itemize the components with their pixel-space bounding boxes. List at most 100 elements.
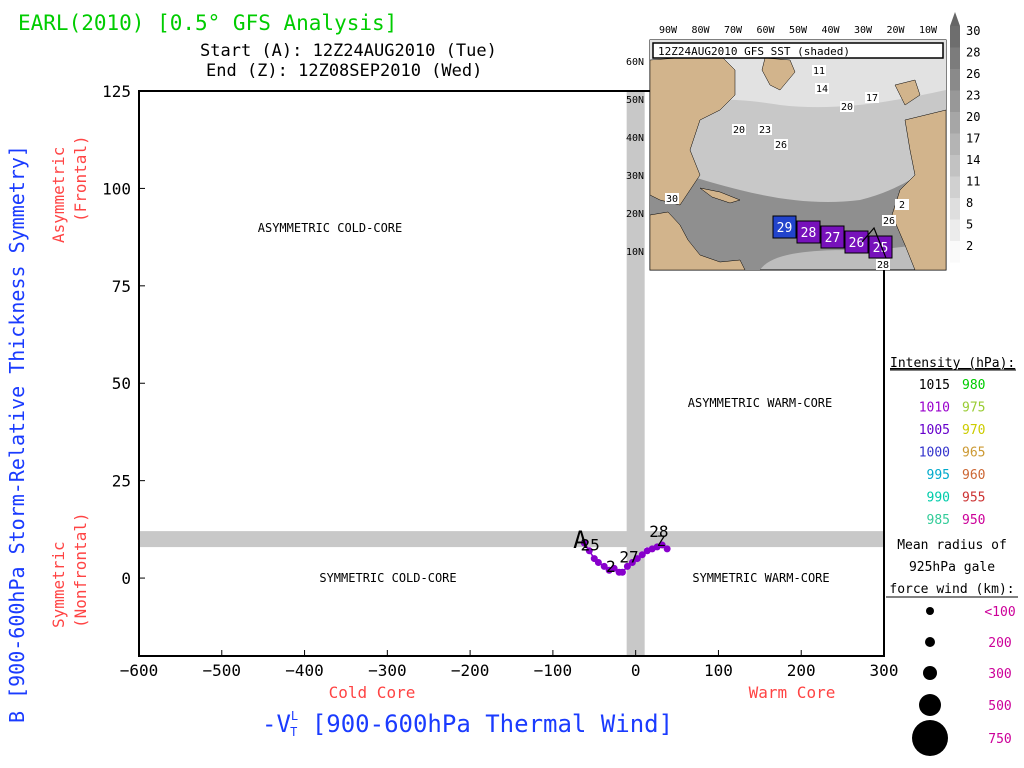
colorbar-segment [950, 219, 960, 241]
quadrant-asym-cold: ASYMMETRIC COLD-CORE [258, 221, 403, 235]
track-date-label: 25 [581, 536, 600, 555]
x-tick-label: 200 [787, 661, 816, 680]
x-tick-label: −600 [120, 661, 159, 680]
inset-lat-label: 50N [626, 95, 644, 106]
sst-colorbar: 30 28 26 23 20 17 14 11 8 5 2 [950, 12, 980, 263]
inset-track-box-label: 26 [849, 236, 865, 251]
x-right-label: Warm Core [749, 683, 836, 702]
colorbar-segment [950, 155, 960, 177]
inset-lat-label: 10N [626, 247, 644, 258]
track-point [628, 558, 636, 566]
inset-lat-label: 60N [626, 57, 644, 68]
y-tick-label: 100 [102, 179, 131, 198]
contour-label-bg [876, 259, 890, 270]
contour-label-bg [840, 101, 854, 112]
radius-legend-dot [925, 637, 935, 647]
radius-legend: Mean radius of 925hPa gale force wind (k… [886, 538, 1018, 756]
radius-legend-label: 750 [988, 732, 1011, 747]
radius-legend-line-1: Mean radius of [897, 538, 1007, 553]
x-axis-label-sup: L [291, 709, 298, 723]
quadrant-sym-warm: SYMMETRIC WARM-CORE [692, 571, 829, 585]
track-point [663, 545, 671, 553]
x-left-label: Cold Core [329, 683, 416, 702]
track-point [594, 558, 602, 566]
radius-legend-line-3: force wind (km): [889, 582, 1014, 597]
contour-label-bg [665, 193, 679, 204]
inset-track-box [868, 235, 893, 259]
track-point [618, 568, 626, 576]
colorbar-label: 20 [966, 110, 980, 124]
contour-label: 14 [816, 84, 828, 95]
x-tick-label: 0 [631, 661, 641, 680]
intensity-value: 980 [962, 378, 985, 393]
radius-legend-line-2: 925hPa gale [909, 560, 995, 575]
inset-track-boxes: 29 28 27 26 25 [772, 215, 893, 259]
y-tick-label: 125 [102, 82, 131, 101]
intensity-value: 955 [962, 491, 985, 506]
intensity-value: 1005 [919, 423, 950, 438]
inset-latitude-labels: 60N 50N 40N 30N 20N 10N [626, 57, 644, 258]
x-tick-label: −200 [451, 661, 490, 680]
sst-inset-map: 12Z24AUG2010 GFS SST (shaded) 90W 80W 70W 6… [626, 25, 947, 271]
x-tick-label: −500 [203, 661, 242, 680]
caribbean-islands [699, 187, 741, 204]
intensity-value: 1000 [919, 446, 950, 461]
radius-legend-dot [923, 666, 937, 680]
inset-lon-label: 80W [691, 25, 710, 36]
inset-lon-label: 10W [919, 25, 938, 36]
contour-label-bg [895, 199, 909, 210]
contour-label-bg [758, 124, 772, 135]
intensity-value: 965 [962, 446, 985, 461]
inset-lon-label: 70W [724, 25, 743, 36]
intensity-value: 995 [927, 468, 950, 483]
inset-lat-label: 20N [626, 209, 644, 220]
colorbar-label: 11 [966, 175, 980, 189]
x-tick-label: −400 [285, 661, 324, 680]
y-upper-label-1: Asymmetric [49, 147, 68, 243]
track-point [623, 562, 631, 570]
inset-lon-label: 40W [821, 25, 840, 36]
contour-label-bg [732, 124, 746, 135]
track-point [658, 541, 666, 549]
contour-label: 17 [866, 93, 878, 104]
y-upper-label-2: (Frontal) [71, 135, 90, 222]
end-time: End (Z): 12Z08SEP2010 (Wed) [206, 61, 482, 81]
inset-track-box-label: 29 [777, 221, 793, 236]
inset-track-box-label: 25 [873, 241, 889, 256]
inset-lon-label: 30W [854, 25, 873, 36]
y-lower-label-2: (Nonfrontal) [71, 512, 90, 628]
colorbar-label: 14 [966, 153, 980, 167]
chart-title: EARL(2010) [0.5° GFS Analysis] [18, 11, 397, 35]
contour-label: 20 [841, 102, 853, 113]
north-america-land [649, 54, 736, 206]
track-point [580, 539, 588, 547]
intensity-legend-title: Intensity (hPa): [890, 356, 1015, 371]
inset-lon-label: 20W [886, 25, 905, 36]
track-date-label: 2 [606, 557, 616, 576]
colorbar-segment [950, 69, 960, 91]
europe-africa-land [891, 109, 947, 271]
inset-track-box [820, 225, 845, 249]
intensity-value: 970 [962, 423, 985, 438]
contour-label-bg [815, 83, 829, 94]
inset-longitude-labels: 90W 80W 70W 60W 50W 40W 30W 20W 10W [659, 25, 938, 36]
intensity-value: 985 [927, 513, 950, 528]
y-tick-label: 50 [112, 374, 131, 393]
x-axis-label: -VL T [900-600hPa Thermal Wind] [262, 709, 673, 739]
colorbar-label: 2 [966, 239, 973, 253]
inset-lat-label: 30N [626, 171, 644, 182]
x-axis-label-sub: T [290, 725, 297, 739]
inset-track-box [844, 230, 869, 254]
colorbar-label: 28 [966, 46, 980, 60]
inset-lon-label: 60W [756, 25, 775, 36]
radius-legend-dot [919, 694, 941, 716]
central-america-land [649, 211, 746, 271]
track-end-marker: Z [657, 534, 665, 550]
radius-legend-label: 500 [988, 699, 1011, 714]
y-ticks: 0 25 50 75 100 125 [102, 82, 145, 588]
symmetry-threshold-band [139, 531, 884, 548]
track-start-marker: A [573, 526, 588, 554]
radius-legend-label: 200 [988, 636, 1011, 651]
storm-track: A Z 25 227 28 [573, 522, 671, 576]
